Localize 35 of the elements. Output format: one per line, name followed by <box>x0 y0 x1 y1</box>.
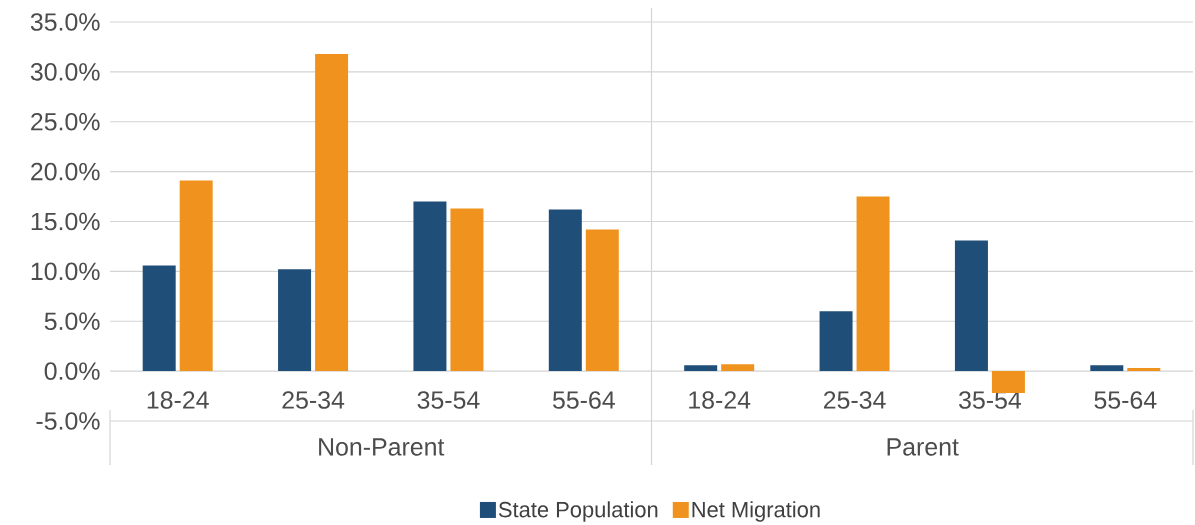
bar <box>856 196 890 372</box>
y-tick-label: 20.0% <box>31 162 100 181</box>
x-tick-label: 25-34 <box>823 391 886 409</box>
y-tick-label: 10.0% <box>31 262 100 281</box>
legend-label: Net Migration <box>692 501 820 522</box>
text: Non-Parent <box>319 438 445 456</box>
y-tick-label: 25.0% <box>31 112 100 131</box>
legend-label: State Population <box>498 501 658 522</box>
bar <box>1127 368 1161 372</box>
bar <box>142 265 176 372</box>
x-tick-label: 55-64 <box>552 391 615 409</box>
y-tick-label: -5.0% <box>36 412 100 430</box>
text: Parent <box>887 438 959 456</box>
bar <box>954 240 988 372</box>
x-tick-label: 18-24 <box>147 391 209 409</box>
x-tick-label: 35-54 <box>417 391 480 409</box>
bar <box>585 229 619 372</box>
y-tick-label: 35.0% <box>30 13 100 31</box>
bar <box>450 208 484 372</box>
bar <box>819 311 853 372</box>
y-tick-label: 0.0% <box>44 362 100 380</box>
bar <box>278 269 312 372</box>
bar <box>315 53 349 372</box>
y-tick-label: 5.0% <box>44 312 100 331</box>
x-tick-label: 18-24 <box>689 391 751 409</box>
bar <box>179 180 213 372</box>
bar <box>413 201 447 372</box>
x-tick-label: 25-34 <box>282 391 345 409</box>
bar <box>548 209 582 372</box>
y-tick-label: 30.0% <box>30 63 100 81</box>
x-tick-label: 55-64 <box>1094 391 1157 409</box>
y-tick-label: 15.0% <box>31 212 100 231</box>
bar <box>721 364 755 372</box>
bar <box>684 365 718 372</box>
bar <box>1090 365 1124 372</box>
